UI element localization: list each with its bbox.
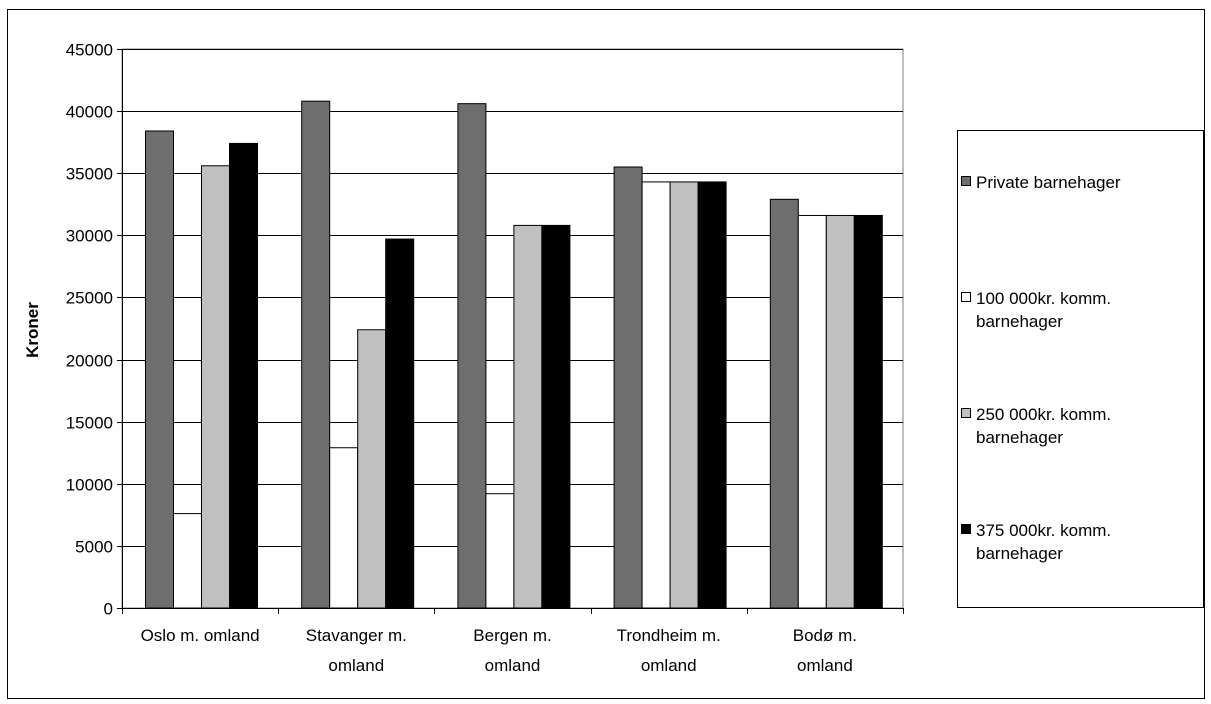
x-tick-label: omland	[797, 656, 853, 675]
bar-1-3	[457, 103, 487, 609]
y-tick-label: 45000	[66, 41, 113, 60]
bar-2-2	[329, 447, 359, 609]
x-tick-label: Bergen m.	[473, 626, 551, 645]
y-tick-label: 15000	[66, 414, 113, 433]
legend-swatch	[961, 408, 971, 418]
x-tick-label: Oslo m. omland	[141, 626, 260, 645]
y-tick-label: 0	[104, 600, 113, 619]
bar-3-2	[357, 329, 387, 609]
x-tick-label: omland	[641, 656, 697, 675]
bar-2-1	[173, 513, 202, 609]
bar-2-5	[797, 214, 827, 609]
y-tick-label: 10000	[66, 476, 113, 495]
legend-label: 250 000kr. komm. barnehager	[976, 405, 1112, 447]
x-tick-label: Bodø m.	[793, 626, 857, 645]
bar-4-4	[697, 181, 727, 609]
bar-4-1	[229, 142, 258, 609]
y-tick-label: 25000	[66, 289, 113, 308]
bar-4-5	[853, 214, 883, 609]
legend-label: 100 000kr. komm. barnehager	[976, 289, 1112, 331]
bar-3-3	[513, 224, 543, 609]
bar-1-4	[613, 166, 643, 609]
bar-4-3	[541, 224, 571, 609]
bar-2-3	[485, 493, 515, 609]
bar-1-5	[769, 198, 799, 609]
legend-label: Private barnehager	[976, 173, 1121, 192]
bar-2-4	[641, 181, 671, 609]
bar-1-1	[145, 130, 174, 609]
legend-swatch	[961, 524, 971, 534]
legend-label: 375 000kr. komm. barnehager	[976, 521, 1112, 563]
bar-3-5	[825, 214, 855, 609]
bars	[145, 100, 883, 609]
tick-labels: 0 5000 10000 15000 20000 25000 30000 35000 40000…	[66, 41, 857, 676]
axes	[117, 49, 904, 614]
bar-3-4	[669, 181, 699, 609]
x-tick-label: Trondheim m.	[617, 626, 721, 645]
x-tick-label: omland	[328, 656, 384, 675]
x-tick-label: Stavanger m.	[306, 626, 407, 645]
y-tick-label: 30000	[66, 227, 113, 246]
y-tick-label: 20000	[66, 352, 113, 371]
bar-3-1	[201, 165, 230, 609]
legend-swatch	[961, 176, 971, 186]
bar-1-2	[301, 100, 331, 609]
y-tick-label: 5000	[75, 538, 113, 557]
y-tick-label: 40000	[66, 103, 113, 122]
legend: Private barnehager 100 000kr. komm. barneh…	[957, 130, 1204, 608]
bar-4-2	[385, 238, 415, 609]
y-axis-title: Kroner	[23, 302, 42, 358]
legend-swatch	[961, 292, 971, 302]
x-tick-label: omland	[485, 656, 541, 675]
y-tick-label: 35000	[66, 165, 113, 184]
